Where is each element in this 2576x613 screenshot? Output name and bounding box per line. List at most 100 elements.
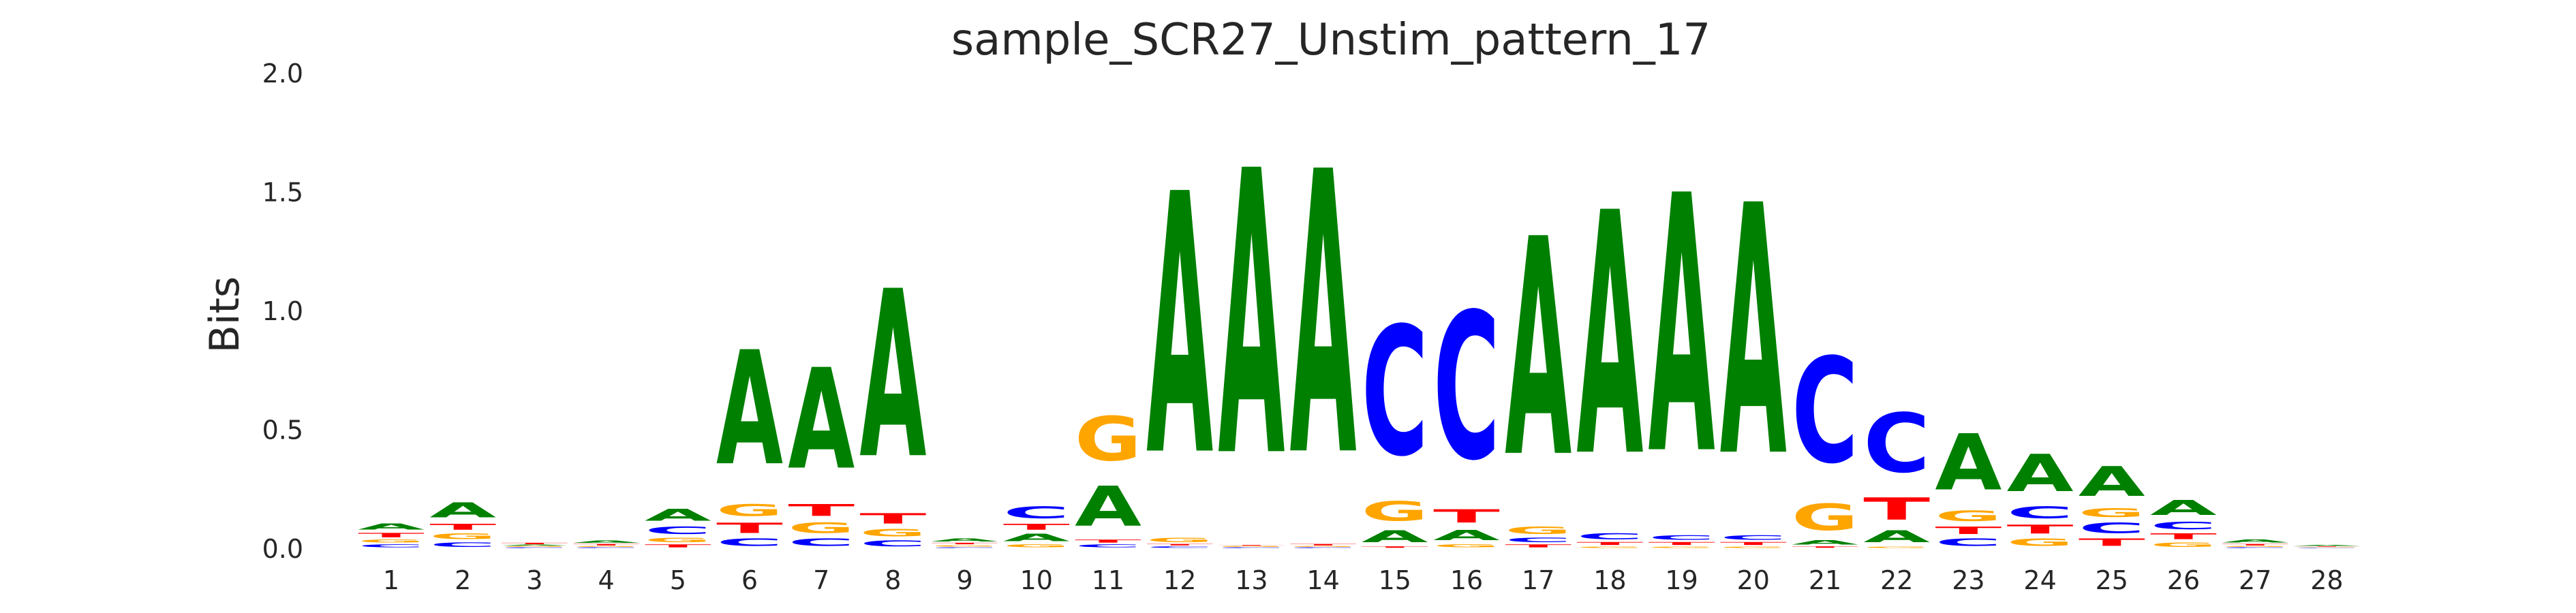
logo-letter-t: T [1792, 546, 1858, 548]
y-tick-label: 2.0 [262, 59, 303, 89]
logo-letter-t: T [501, 542, 568, 544]
y-axis-ticks: 0.0 0.5 1.0 1.5 2.0 [262, 59, 303, 564]
logo-letter-a: A [2293, 545, 2360, 546]
logo-letter-c: C [2007, 503, 2074, 522]
logo-letter-c: C [2079, 520, 2145, 536]
y-tick-label: 0.0 [262, 534, 303, 564]
y-tick-label: 1.0 [262, 296, 303, 326]
logo-letter-t: T [2293, 546, 2360, 547]
x-tick-label: 25 [2096, 565, 2128, 595]
logo-stacks: CGTACGTACGATCGTATGCACTGACGTACGTACGTAGATC… [358, 89, 2360, 548]
logo-letter-c: C [645, 524, 711, 536]
logo-letter-c: C [1433, 271, 1500, 505]
logo-letter-t: T [1362, 546, 1428, 548]
logo-letter-a: A [501, 545, 568, 546]
logo-letter-a: A [2150, 496, 2217, 520]
logo-letter-a: A [1505, 176, 1572, 524]
logo-letter-g: G [1218, 546, 1285, 548]
logo-letter-t: T [1935, 524, 2002, 536]
logo-letter-c: C [859, 539, 926, 548]
logo-letter-t: T [2222, 544, 2288, 546]
logo-letter-g: G [2150, 541, 2217, 548]
y-tick-label: 1.5 [262, 178, 303, 208]
logo-letter-a: A [1218, 89, 1285, 544]
x-tick-label: 13 [1235, 565, 1268, 595]
logo-letter-g: G [573, 546, 640, 548]
logo-letter-a: A [1649, 122, 1716, 534]
logo-letter-t: T [788, 501, 855, 520]
x-tick-label: 26 [2167, 565, 2200, 595]
logo-letter-c: C [2222, 547, 2288, 548]
logo-letter-a: A [429, 499, 496, 522]
logo-letter-g: G [358, 539, 425, 544]
logo-letter-a: A [1935, 418, 2002, 508]
logo-letter-a: A [859, 243, 926, 510]
logo-letter-t: T [932, 542, 998, 544]
x-axis-ticks: 1 2 3 4 5 6 7 8 9 10 11 12 13 14 15 16 17 18 19 20 21 22 23 24 2… [383, 565, 2344, 595]
logo-letter-a: A [2222, 539, 2288, 544]
x-tick-label: 4 [598, 565, 615, 595]
logo-letter-g: G [1649, 546, 1715, 548]
logo-letter-t: T [573, 544, 640, 546]
x-tick-label: 5 [670, 565, 686, 595]
x-tick-label: 19 [1665, 565, 1698, 595]
logo-letter-a: A [1146, 120, 1214, 535]
logo-letter-a: A [716, 318, 783, 501]
y-tick-label: 0.5 [262, 415, 303, 445]
logo-letter-c: C [2150, 520, 2217, 531]
logo-letter-c: C [1649, 534, 1715, 541]
logo-letter-g: G [501, 546, 568, 548]
logo-letter-a: A [645, 505, 712, 524]
logo-letter-g: G [2222, 546, 2288, 548]
logo-letter-g: G [1146, 537, 1213, 544]
logo-letter-c: C [429, 541, 496, 548]
logo-letter-t: T [1075, 539, 1141, 544]
logo-letter-g: G [932, 545, 998, 547]
logo-letter-g: G [1720, 546, 1787, 548]
logo-letter-t: T [1003, 522, 1070, 532]
logo-letter-c: C [1576, 532, 1643, 541]
logo-letter-g: G [1003, 544, 1070, 548]
logo-letter-t: T [1863, 492, 1930, 527]
logo-letter-g: G [1433, 544, 1500, 548]
logo-letter-g: G [1792, 496, 1858, 539]
x-tick-label: 20 [1737, 565, 1770, 595]
x-tick-label: 6 [741, 565, 758, 595]
logo-letter-c: C [358, 544, 425, 548]
logo-letter-t: T [645, 544, 711, 548]
logo-letter-c: C [1003, 503, 1070, 522]
logo-letter-g: G [2007, 537, 2074, 548]
logo-letter-a: A [1792, 539, 1859, 546]
x-tick-label: 28 [2310, 565, 2343, 595]
x-tick-label: 21 [1809, 565, 1841, 595]
logo-letter-a: A [2007, 444, 2074, 503]
logo-letter-g: G [1290, 546, 1357, 548]
logo-letter-t: T [1649, 541, 1715, 546]
logo-letter-a: A [358, 522, 425, 532]
logo-letter-t: T [1290, 544, 1357, 546]
x-tick-label: 9 [957, 565, 973, 595]
x-tick-label: 22 [1880, 565, 1913, 595]
x-tick-label: 7 [813, 565, 829, 595]
logo-letter-a: A [1720, 133, 1788, 533]
y-axis-label: Bits [201, 277, 249, 353]
x-tick-label: 12 [1163, 565, 1196, 595]
logo-letter-c: C [1935, 537, 2002, 548]
logo-letter-a: A [2079, 458, 2146, 505]
logo-letter-a: A [932, 537, 998, 542]
logo-letter-g: G [429, 532, 496, 541]
logo-letter-g: G [716, 501, 783, 520]
logo-letter-t: T [859, 510, 926, 526]
logo-letter-c: C [573, 547, 640, 548]
chart-title: sample_SCR27_Unstim_pattern_17 [951, 15, 1711, 65]
logo-letter-c: C [1146, 546, 1213, 548]
logo-letter-t: T [358, 532, 425, 539]
logo-letter-g: G [2293, 547, 2360, 548]
logo-letter-t: T [429, 522, 496, 532]
x-tick-label: 1 [383, 565, 399, 595]
logo-letter-c: C [1362, 289, 1428, 495]
logo-letter-g: G [1505, 524, 1571, 536]
logo-letter-c: C [788, 537, 855, 548]
logo-letter-c: C [932, 547, 998, 548]
logo-letter-a: A [1576, 143, 1644, 531]
